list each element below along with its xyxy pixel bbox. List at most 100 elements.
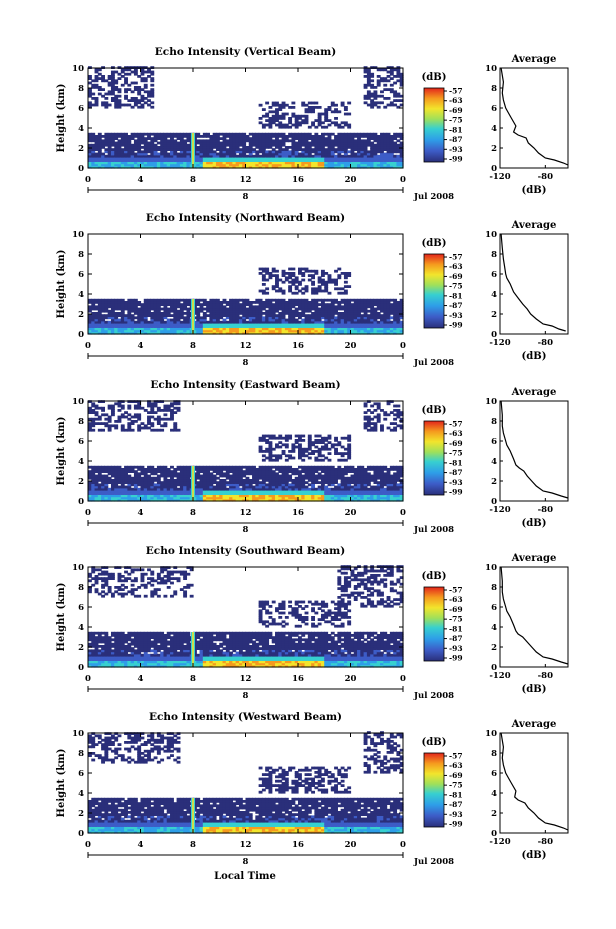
heatmap-cell [307,141,312,145]
heatmap-cell [376,157,381,160]
heatmap-cell [179,496,184,500]
heatmap-cell [206,157,211,160]
heatmap-cell [360,325,365,328]
heatmap-cell [94,137,99,140]
heatmap-cell [199,496,204,500]
heatmap-cell [373,103,378,107]
heatmap-cell [114,472,119,476]
heatmap-cell [340,476,345,480]
heatmap-cell [202,143,207,147]
avg-y-tick-label: 6 [491,104,497,114]
heatmap-cell [324,114,329,118]
heatmap-cell [235,165,240,169]
heatmap-cell [275,159,279,162]
heatmap-cell [298,325,302,328]
heatmap-cell [337,483,342,487]
heatmap-cell [147,307,151,311]
heatmap-cell [360,305,365,309]
heatmap-cell [320,303,325,306]
heatmap-cell [261,312,266,315]
heatmap-cell [101,325,106,328]
heatmap-cell [94,476,99,480]
heatmap-cell [252,157,256,160]
heatmap-cell [347,479,352,482]
heatmap-cell [376,496,381,500]
heatmap-cell [347,161,352,165]
colorbar-label: (dB) [422,72,447,83]
heatmap-cell [347,496,352,500]
heatmap-cell [153,157,158,160]
heatmap-cell [347,143,352,147]
heatmap-cell [153,312,158,315]
heatmap-cell [94,83,99,87]
heatmap-cell [366,494,371,498]
heatmap-cell [389,481,394,484]
heatmap-cell [166,320,171,324]
y-tick-label: 8 [78,250,84,260]
heatmap-cell [107,103,112,107]
heatmap-cell [238,298,243,302]
heatmap-cell [143,86,148,89]
heatmap-cell [97,88,102,91]
heatmap-cell [337,468,342,471]
heatmap-cell [373,101,378,105]
heatmap-cell [370,132,375,136]
heatmap-cell [301,498,306,502]
heatmap-cell [389,103,394,107]
heatmap-cell [320,161,325,165]
heatmap-cell [130,132,135,136]
heatmap-cell [124,72,128,76]
heatmap-cell [301,135,306,138]
heatmap-cell [353,303,358,306]
heatmap-cell [147,483,151,487]
heatmap-cell [153,490,158,493]
heatmap-cell [166,318,171,322]
heatmap-cell [147,163,151,167]
heatmap-cell [199,307,204,311]
heatmap-cell [166,498,171,502]
heatmap-cell [166,327,171,331]
heatmap-cell [350,485,355,489]
heatmap-cell [258,163,263,167]
heatmap-cell [311,298,316,302]
heatmap-cell [314,163,319,167]
heatmap-cell [91,161,96,165]
heatmap-cell [291,112,296,116]
heatmap-cell [110,163,115,167]
heatmap-cell [140,141,145,145]
heatmap-cell [370,474,375,478]
heatmap-cell [370,307,375,311]
heatmap-cell [110,97,115,100]
heatmap-cell [265,123,270,127]
heatmap-cell [101,157,106,160]
heatmap-cell [94,141,99,145]
heatmap-cell [147,476,151,480]
heatmap-cell [252,161,256,165]
heatmap-cell [235,492,240,495]
heatmap-cell [366,81,371,85]
heatmap-cell [380,152,384,156]
heatmap-cell [301,320,306,324]
heatmap-cell [183,494,188,498]
heatmap-cell [156,481,161,484]
heatmap-cell [104,143,109,147]
heatmap-cell [176,468,181,471]
heatmap-cell [104,476,109,480]
heatmap-cell [219,494,224,498]
heatmap-cell [314,291,319,295]
heatmap-cell [343,487,348,491]
heatmap-cell [252,485,256,489]
heatmap-cell [307,325,312,328]
heatmap-cell [219,301,224,304]
heatmap-cell [373,139,378,143]
heatmap-cell [215,490,220,493]
heatmap-cell [347,125,352,129]
heatmap-cell [380,161,384,165]
heatmap-cell [307,314,312,317]
heatmap-cell [219,163,224,167]
heatmap-cell [311,163,316,167]
heatmap-cell [389,90,394,94]
heatmap-cell [360,157,365,160]
heatmap-cell [104,101,109,105]
heatmap-cell [163,152,168,156]
